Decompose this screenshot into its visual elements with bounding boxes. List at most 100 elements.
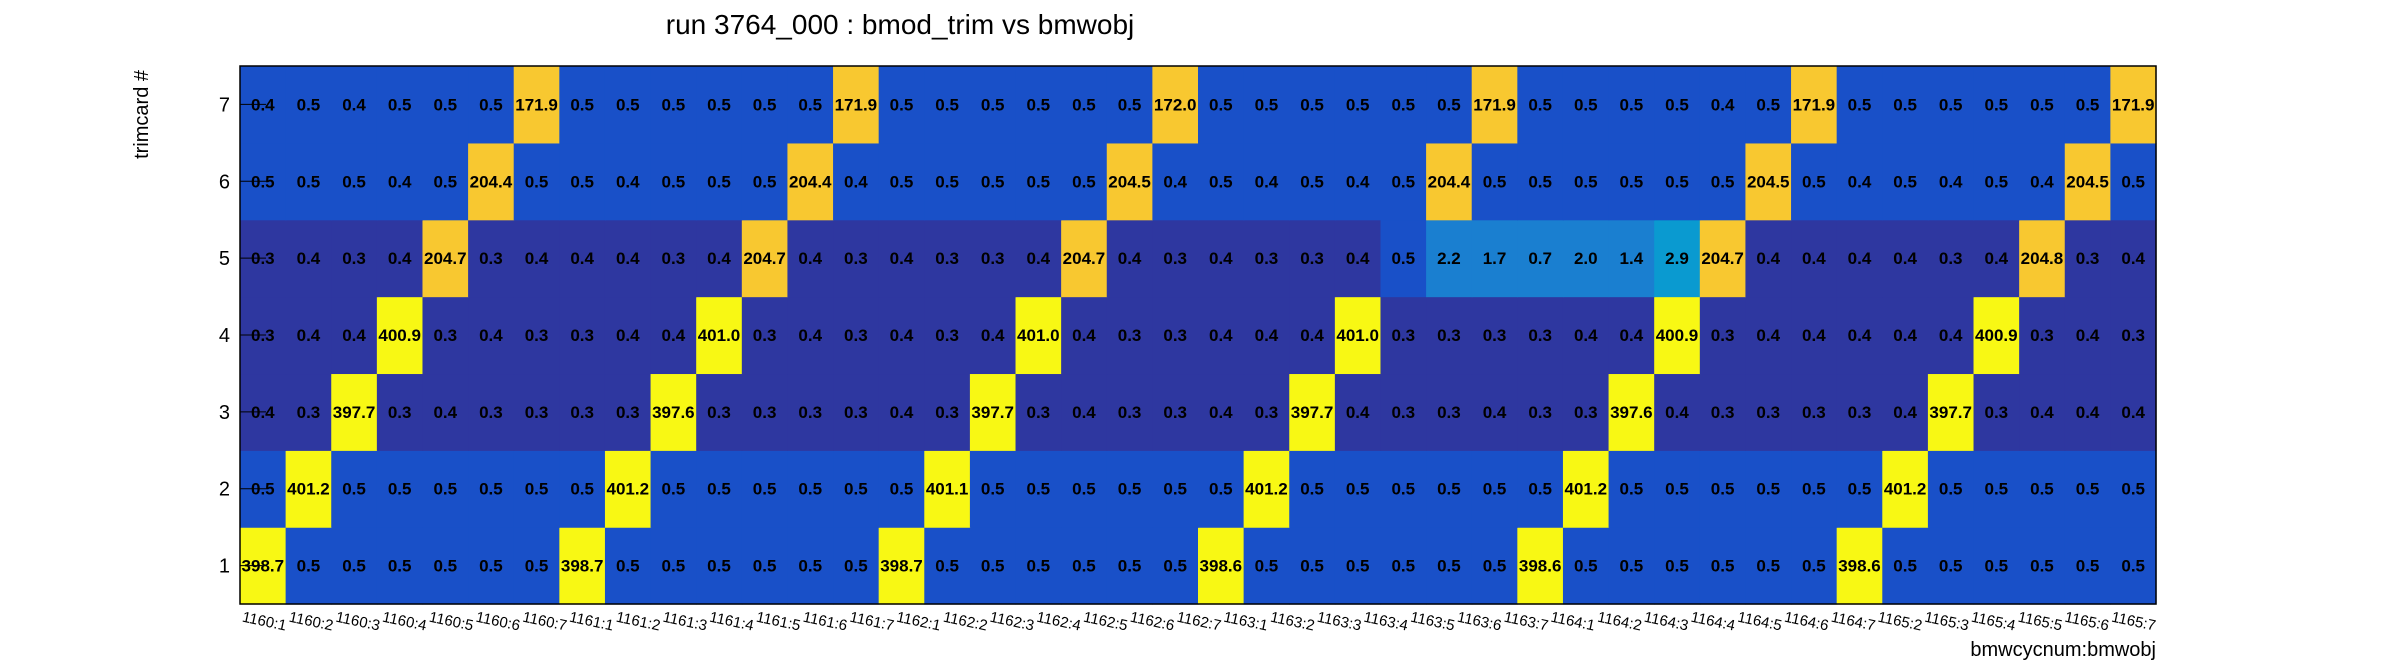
heatmap-cell xyxy=(1243,66,1290,144)
heatmap-cell xyxy=(1608,66,1655,144)
cell-value-label: 0.5 xyxy=(1118,480,1142,499)
cell-value-label: 0.4 xyxy=(1346,403,1370,422)
cell-value-label: 0.5 xyxy=(1209,172,1233,191)
heatmap-cell xyxy=(2064,142,2111,221)
heatmap-cell xyxy=(1517,450,1564,528)
x-tick-label: 1160:6 xyxy=(474,609,521,635)
cell-value-label: 0.5 xyxy=(479,95,503,114)
heatmap-cell xyxy=(2110,373,2157,451)
x-tick-label: 1163:2 xyxy=(1269,609,1316,635)
heatmap-cell xyxy=(1973,66,2020,144)
cell-value-label: 0.5 xyxy=(433,172,457,191)
cell-value-label: 0.5 xyxy=(1574,172,1598,191)
heatmap-cell xyxy=(1927,296,1975,375)
heatmap-cell xyxy=(1380,219,1427,298)
heatmap-cell xyxy=(2110,219,2157,298)
heatmap-cell xyxy=(1426,219,1473,298)
heatmap-cell xyxy=(468,66,515,144)
heatmap-cell xyxy=(1654,142,1701,221)
heatmap-cell xyxy=(696,373,743,451)
cell-value-label: 0.5 xyxy=(935,557,959,576)
heatmap-cell xyxy=(1152,450,1199,528)
cell-value-label: 0.5 xyxy=(753,480,777,499)
cell-value-label: 0.5 xyxy=(479,480,503,499)
cell-value-label: 0.5 xyxy=(1255,557,1279,576)
heatmap-cell xyxy=(559,142,606,221)
heatmap-cell xyxy=(1927,66,1975,144)
heatmap-cell xyxy=(1152,142,1199,221)
heatmap-cell xyxy=(1380,296,1427,375)
heatmap-cell xyxy=(1015,450,1062,528)
heatmap-cell xyxy=(696,219,743,298)
heatmap-cell xyxy=(2019,373,2066,451)
heatmap-cell xyxy=(741,66,789,144)
cell-value-label: 0.3 xyxy=(1848,403,1872,422)
heatmap-cell xyxy=(1562,219,1610,298)
cell-value-label: 0.3 xyxy=(1528,403,1552,422)
heatmap-cell xyxy=(833,142,880,221)
heatmap-cell xyxy=(1927,373,1975,451)
heatmap-cell xyxy=(1334,142,1382,221)
heatmap-cell xyxy=(1334,527,1382,605)
heatmap-cell xyxy=(650,373,697,451)
heatmap-cell xyxy=(604,296,652,375)
y-tick-label: 3 xyxy=(219,402,230,424)
cell-value-label: 0.4 xyxy=(890,249,914,268)
cell-value-label: 0.3 xyxy=(525,326,549,345)
heatmap-cell xyxy=(468,219,515,298)
cell-value-label: 0.4 xyxy=(1893,249,1917,268)
heatmap-cell xyxy=(696,66,743,144)
cell-value-label: 0.5 xyxy=(1437,95,1461,114)
cell-value-label: 0.3 xyxy=(433,326,457,345)
heatmap-cell xyxy=(741,450,789,528)
heatmap-cell xyxy=(1927,142,1975,221)
heatmap-cell xyxy=(468,373,515,451)
cell-value-label: 0.4 xyxy=(2121,403,2145,422)
cell-value-label: 0.5 xyxy=(707,480,731,499)
cell-value-label: 0.5 xyxy=(981,557,1005,576)
cell-value-label: 0.3 xyxy=(707,403,731,422)
cell-value-label: 401.2 xyxy=(287,480,330,499)
cell-value-label: 0.3 xyxy=(1391,403,1415,422)
heatmap-cell xyxy=(1243,219,1290,298)
heatmap-cell xyxy=(604,142,652,221)
cell-value-label: 0.5 xyxy=(1711,480,1735,499)
cell-value-label: 0.5 xyxy=(433,480,457,499)
x-tick-label: 1163:3 xyxy=(1315,609,1362,635)
cell-value-label: 0.4 xyxy=(297,249,321,268)
cell-value-label: 0.5 xyxy=(1300,480,1324,499)
heatmap-cell xyxy=(1836,527,1883,605)
cell-value-label: 0.4 xyxy=(2030,403,2054,422)
cell-value-label: 0.3 xyxy=(1711,403,1735,422)
heatmap-cell xyxy=(1654,373,1701,451)
cell-value-label: 0.3 xyxy=(1711,326,1735,345)
x-tick-label: 1163:6 xyxy=(1456,609,1503,635)
heatmap-cell xyxy=(2110,296,2157,375)
cell-value-label: 0.5 xyxy=(2076,95,2100,114)
cell-value-label: 0.4 xyxy=(1255,326,1279,345)
cell-value-label: 0.4 xyxy=(890,403,914,422)
cell-value-label: 0.3 xyxy=(1574,403,1598,422)
heatmap-cell xyxy=(1836,296,1883,375)
cell-value-label: 0.5 xyxy=(1620,557,1644,576)
cell-value-label: 0.4 xyxy=(388,172,412,191)
cell-value-label: 0.5 xyxy=(1163,480,1187,499)
cell-value-label: 0.5 xyxy=(2076,557,2100,576)
heatmap-cell xyxy=(1152,66,1199,144)
x-tick-label: 1164:5 xyxy=(1736,609,1783,635)
heatmap-cell xyxy=(1289,142,1336,221)
heatmap-cell xyxy=(969,527,1017,605)
heatmap-cell xyxy=(1882,450,1929,528)
heatmap-cell xyxy=(924,142,971,221)
y-tick-label: 6 xyxy=(219,171,230,193)
cell-value-label: 0.5 xyxy=(1620,95,1644,114)
heatmap-cell xyxy=(1927,219,1975,298)
cell-labels-layer: 398.7 0.5 0.5 0.5 0.5 0.5 0.5 398.7 0.5 0.5 0.5 0.5… xyxy=(242,95,2155,575)
cell-value-label: 204.4 xyxy=(1428,172,1471,191)
cell-value-label: 0.5 xyxy=(570,480,594,499)
cell-value-label: 0.5 xyxy=(1027,95,1051,114)
cell-value-label: 0.4 xyxy=(1209,326,1233,345)
cell-value-label: 0.5 xyxy=(433,557,457,576)
cell-value-label: 0.5 xyxy=(707,172,731,191)
heatmap-cell xyxy=(1289,296,1336,375)
